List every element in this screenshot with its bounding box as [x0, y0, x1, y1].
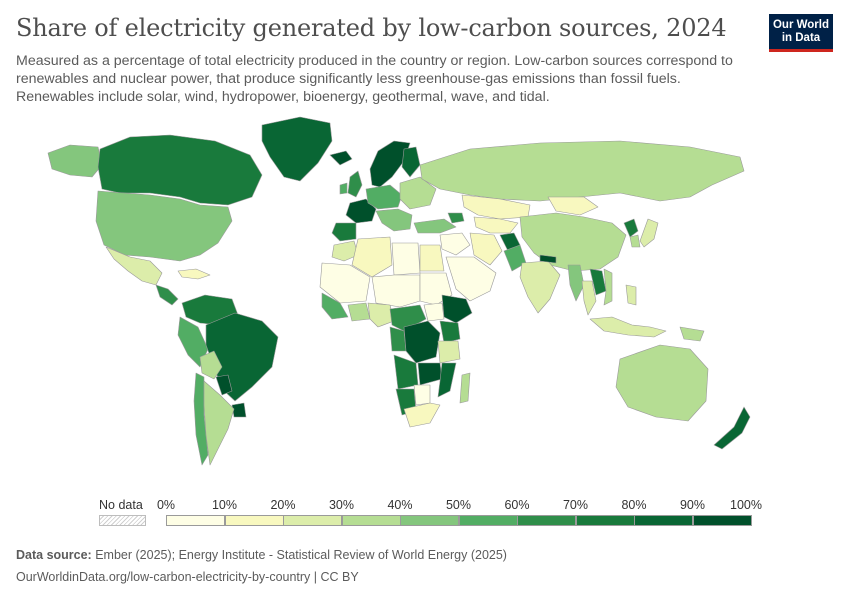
legend-tick: 60%: [504, 498, 530, 512]
legend-bin[interactable]: [341, 515, 401, 526]
region-libya[interactable]: [391, 242, 421, 276]
region-arabia[interactable]: [445, 256, 497, 302]
region-finland[interactable]: [401, 146, 421, 178]
region-uk[interactable]: [347, 170, 363, 198]
legend-tick: 20%: [270, 498, 296, 512]
region-usa[interactable]: [95, 190, 233, 262]
region-south-sudan[interactable]: [423, 302, 445, 322]
region-png[interactable]: [679, 326, 705, 342]
region-korea[interactable]: [629, 234, 641, 248]
region-mongolia[interactable]: [547, 196, 599, 216]
legend-tick: 50%: [445, 498, 472, 512]
legend-tick: 70%: [562, 498, 589, 512]
region-morocco[interactable]: [331, 240, 359, 262]
region-uruguay[interactable]: [231, 402, 247, 418]
region-central-asia[interactable]: [473, 216, 519, 234]
region-south-africa[interactable]: [403, 402, 441, 428]
legend-bin[interactable]: [166, 515, 225, 526]
region-drc[interactable]: [403, 320, 441, 364]
legend-bin[interactable]: [517, 515, 576, 526]
region-iberia[interactable]: [331, 222, 357, 242]
data-source-text: Ember (2025); Energy Institute - Statist…: [91, 548, 507, 562]
region-central-europe[interactable]: [365, 184, 403, 210]
region-canada[interactable]: [97, 134, 263, 206]
region-eastern-europe[interactable]: [399, 176, 437, 210]
region-nepal[interactable]: [539, 254, 557, 264]
legend-bin[interactable]: [634, 515, 693, 526]
legend-no-data-swatch: [99, 515, 146, 526]
logo-line-1: Our World: [772, 19, 829, 31]
region-bolivia[interactable]: [199, 350, 223, 380]
region-ecuador-peru[interactable]: [177, 316, 209, 368]
region-mozambique[interactable]: [437, 362, 457, 398]
region-north-africa[interactable]: [351, 236, 393, 278]
region-egypt[interactable]: [419, 244, 445, 272]
region-west-sahel[interactable]: [319, 262, 371, 304]
region-ireland[interactable]: [339, 182, 348, 195]
region-east-africa[interactable]: [439, 320, 461, 344]
region-niger-chad[interactable]: [371, 274, 421, 308]
region-madagascar[interactable]: [459, 372, 471, 404]
region-tanzania[interactable]: [437, 340, 461, 364]
legend-bin[interactable]: [575, 515, 635, 526]
region-france[interactable]: [345, 198, 377, 224]
legend-tick: 90%: [679, 498, 706, 512]
legend-bin[interactable]: [692, 515, 752, 526]
region-congo-gabon[interactable]: [389, 326, 407, 352]
legend-tick: 30%: [328, 498, 355, 512]
region-iceland[interactable]: [329, 150, 353, 166]
region-myanmar[interactable]: [567, 264, 585, 302]
legend-bin[interactable]: [224, 515, 284, 526]
region-russia[interactable]: [419, 140, 745, 202]
region-paraguay[interactable]: [215, 374, 233, 396]
legend-tick: 40%: [387, 498, 413, 512]
region-philippines[interactable]: [625, 284, 637, 306]
legend-no-data-label: No data: [99, 498, 143, 512]
color-legend: No data 0% 10% 20% 30% 40% 50% 60% 70% 8…: [0, 495, 850, 535]
region-australia[interactable]: [615, 344, 709, 422]
region-iran[interactable]: [469, 232, 503, 266]
region-argentina[interactable]: [203, 380, 235, 466]
region-indonesia[interactable]: [589, 316, 667, 338]
source-url-link[interactable]: OurWorldinData.org/low-carbon-electricit…: [16, 570, 359, 584]
data-source: Data source: Ember (2025); Energy Instit…: [16, 548, 507, 562]
region-italy-balkans[interactable]: [375, 208, 413, 232]
chart-title: Share of electricity generated by low-ca…: [16, 14, 727, 42]
region-nigeria[interactable]: [367, 302, 395, 328]
region-botswana[interactable]: [413, 384, 431, 406]
region-turkey[interactable]: [413, 218, 457, 234]
region-caribbean[interactable]: [177, 268, 211, 280]
legend-tick: 100%: [730, 498, 762, 512]
region-greenland[interactable]: [261, 116, 333, 182]
region-japan[interactable]: [639, 218, 659, 248]
data-source-label: Data source:: [16, 548, 92, 562]
region-vietnam[interactable]: [603, 268, 613, 306]
region-alaska[interactable]: [47, 144, 103, 178]
legend-bin[interactable]: [458, 515, 518, 526]
region-north-korea[interactable]: [623, 218, 639, 238]
region-ghana[interactable]: [347, 302, 371, 322]
region-thailand[interactable]: [581, 280, 597, 316]
region-caucasus[interactable]: [447, 212, 465, 224]
region-west-coast[interactable]: [321, 292, 349, 320]
legend-bin[interactable]: [283, 515, 342, 526]
legend-bin[interactable]: [400, 515, 459, 526]
legend-tick: 10%: [211, 498, 238, 512]
world-map: [47, 116, 751, 466]
chart-subtitle: Measured as a percentage of total electr…: [16, 53, 733, 105]
region-india[interactable]: [519, 260, 561, 314]
region-zambia[interactable]: [417, 362, 443, 386]
owid-logo[interactable]: Our World in Data: [769, 14, 833, 52]
legend-tick: 80%: [621, 498, 647, 512]
region-new-zealand[interactable]: [713, 406, 751, 450]
logo-line-2: in Data: [781, 32, 821, 44]
legend-tick: 0%: [156, 498, 176, 512]
region-ethiopia[interactable]: [441, 294, 473, 324]
region-central-america[interactable]: [155, 284, 179, 306]
region-middle-east[interactable]: [439, 232, 471, 256]
region-kazakhstan[interactable]: [461, 194, 531, 220]
